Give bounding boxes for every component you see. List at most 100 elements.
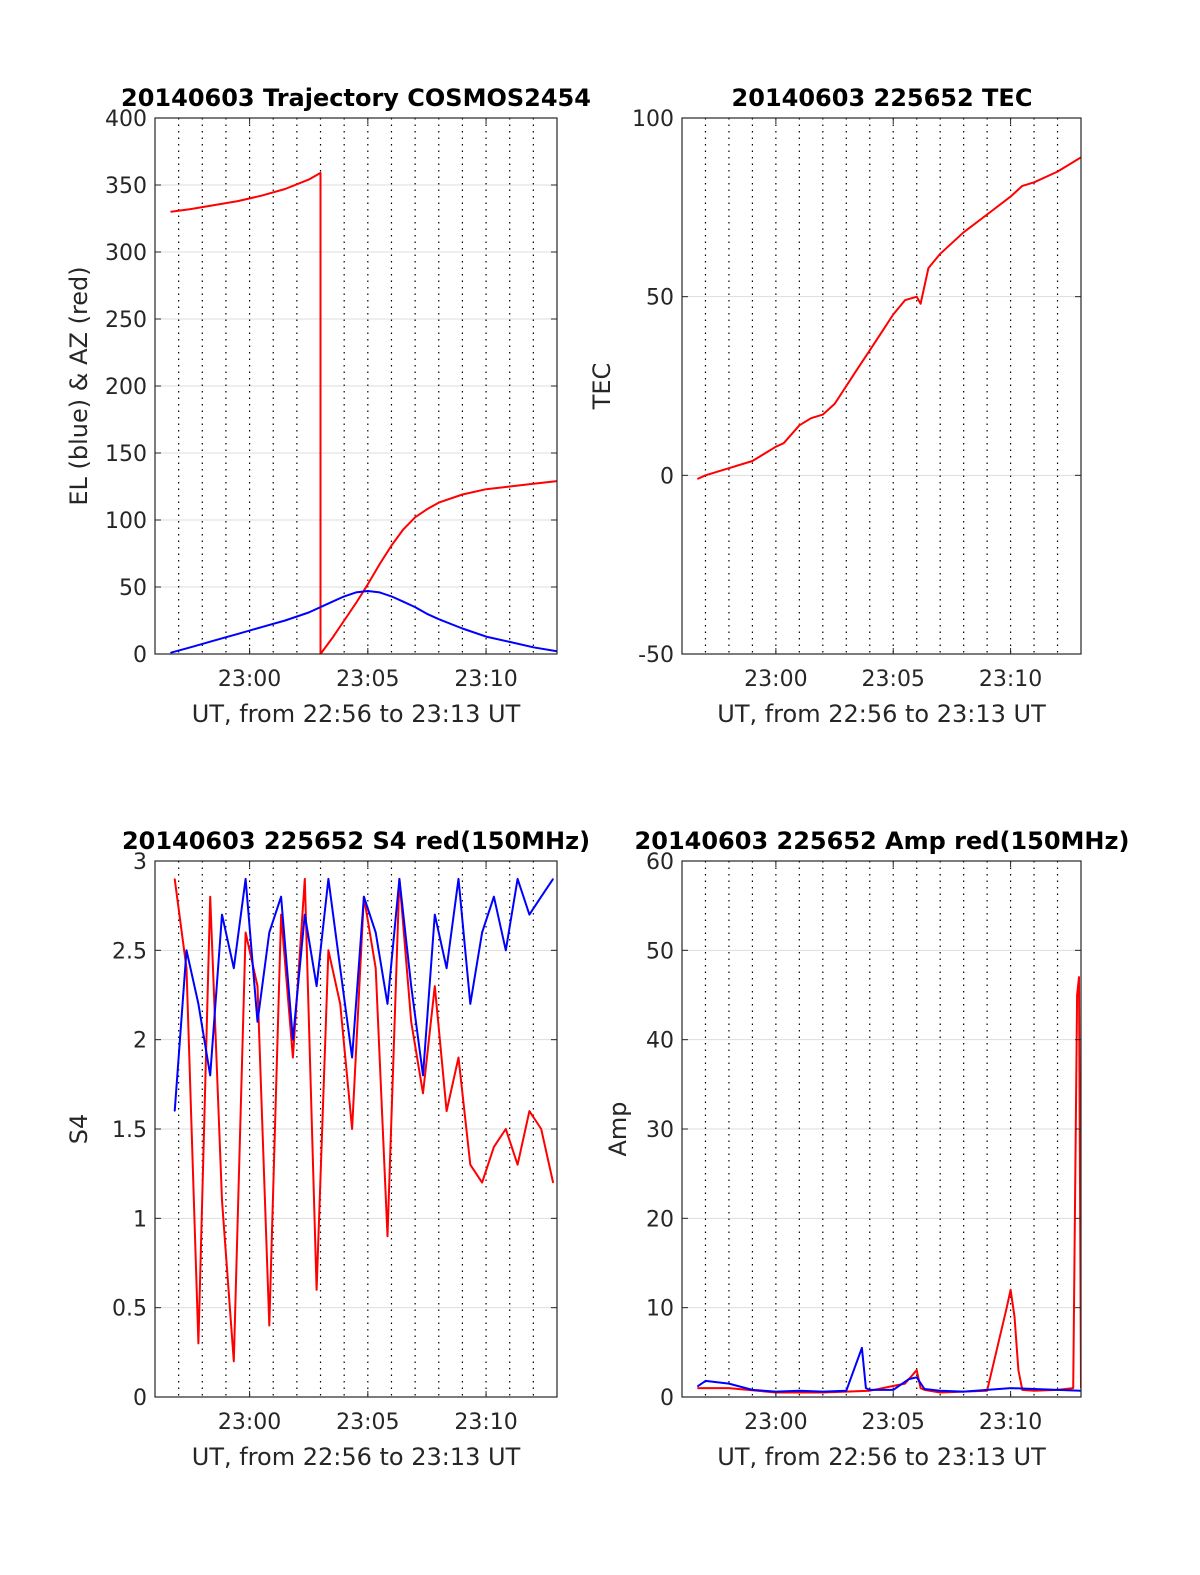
data-point — [170, 652, 172, 654]
data-point — [697, 1385, 699, 1387]
data-point — [493, 1146, 495, 1148]
data-point — [798, 1390, 800, 1392]
data-point — [331, 637, 333, 639]
data-point — [861, 1347, 863, 1349]
data-point — [446, 1110, 448, 1112]
data-point — [331, 601, 333, 603]
y-tick-label: 2.5 — [112, 939, 147, 964]
y-axis-label: Amp — [604, 1101, 632, 1156]
data-point — [1033, 181, 1035, 183]
y-tick-label: 0 — [660, 464, 674, 489]
x-axis-label: UT, from 22:56 to 23:13 UT — [717, 1443, 1046, 1471]
data-point — [319, 172, 322, 174]
data-point — [1013, 1316, 1016, 1318]
data-point — [1009, 1387, 1012, 1389]
data-point — [728, 1383, 730, 1385]
data-point — [315, 985, 318, 987]
data-point — [189, 646, 192, 648]
data-point — [927, 267, 930, 269]
data-point — [481, 1182, 483, 1184]
data-point — [268, 931, 270, 934]
data-point — [552, 878, 554, 880]
data-point — [402, 528, 404, 530]
data-point — [540, 896, 542, 898]
data-point — [481, 931, 483, 934]
data-point — [446, 967, 448, 969]
data-point — [327, 878, 330, 880]
data-point — [304, 878, 306, 880]
data-point — [532, 646, 534, 648]
data-point — [398, 878, 400, 880]
chart-title: 20140603 225652 Amp red(150MHz) — [635, 827, 1130, 855]
x-tick-label: 23:05 — [336, 1410, 399, 1435]
data-point — [292, 1056, 294, 1059]
data-point — [197, 1342, 199, 1344]
data-point — [245, 931, 247, 934]
data-point — [233, 967, 235, 969]
data-point — [728, 467, 730, 469]
data-point — [367, 590, 369, 592]
data-point — [315, 1289, 318, 1291]
data-point — [869, 349, 871, 351]
data-point — [810, 417, 812, 419]
x-tick-label: 23:10 — [454, 667, 517, 692]
data-point — [256, 985, 259, 987]
data-point — [308, 179, 310, 181]
data-point — [728, 1387, 730, 1389]
series-line-red — [170, 171, 557, 654]
data-point — [540, 1128, 542, 1130]
data-point — [351, 1056, 353, 1059]
x-tick-label: 23:00 — [744, 667, 807, 692]
data-point — [213, 204, 215, 206]
data-point — [697, 478, 699, 480]
data-point — [986, 213, 988, 216]
data-point — [245, 878, 247, 880]
y-tick-label: 400 — [105, 107, 147, 132]
data-point — [552, 1182, 554, 1184]
data-point — [833, 403, 836, 405]
data-point — [845, 385, 847, 387]
data-point — [1017, 1369, 1020, 1371]
data-point — [939, 1391, 941, 1394]
y-tick-label: 1 — [133, 1207, 147, 1232]
data-point — [390, 544, 393, 547]
chart-panel-2: -50 0 50 100 23:00 23:05 23:10 20140603 225652 … — [588, 84, 1082, 728]
data-point — [386, 1235, 389, 1237]
data-point — [185, 949, 188, 951]
data-point — [422, 1092, 424, 1094]
data-point — [375, 967, 377, 969]
data-point — [904, 1383, 906, 1385]
y-tick-label: 60 — [646, 850, 674, 875]
y-tick-label: 10 — [646, 1297, 674, 1322]
data-point — [904, 299, 906, 301]
data-point — [390, 595, 393, 597]
data-point — [704, 1380, 707, 1382]
x-tick-label: 23:05 — [336, 667, 399, 692]
data-point — [327, 949, 330, 951]
data-point — [402, 601, 404, 603]
data-point — [351, 1128, 353, 1130]
chart-panel-3: 0 0.5 1 1.5 2 2.5 3 23:00 23:05 23:10 20140603 225… — [65, 827, 590, 1471]
data-point — [189, 208, 192, 210]
y-tick-label: 2 — [133, 1029, 147, 1054]
data-point — [505, 1128, 507, 1130]
data-point — [185, 967, 188, 969]
data-point — [751, 460, 754, 462]
x-tick-label: 23:00 — [218, 667, 281, 692]
y-tick-label: 0 — [133, 1386, 147, 1411]
data-point — [343, 595, 345, 597]
data-point — [284, 188, 286, 190]
axes-box — [681, 117, 1082, 655]
y-axis-label: TEC — [588, 363, 616, 411]
series-line-blue — [697, 1346, 1081, 1393]
data-point — [509, 485, 511, 488]
y-tick-label: 20 — [646, 1207, 674, 1232]
data-point — [763, 453, 765, 455]
data-point — [1076, 994, 1078, 996]
data-point — [1078, 976, 1080, 978]
data-point — [920, 303, 922, 305]
data-point — [485, 635, 487, 638]
series-line-red — [697, 156, 1081, 480]
series-line-red — [173, 877, 555, 1363]
data-point — [174, 1110, 176, 1112]
